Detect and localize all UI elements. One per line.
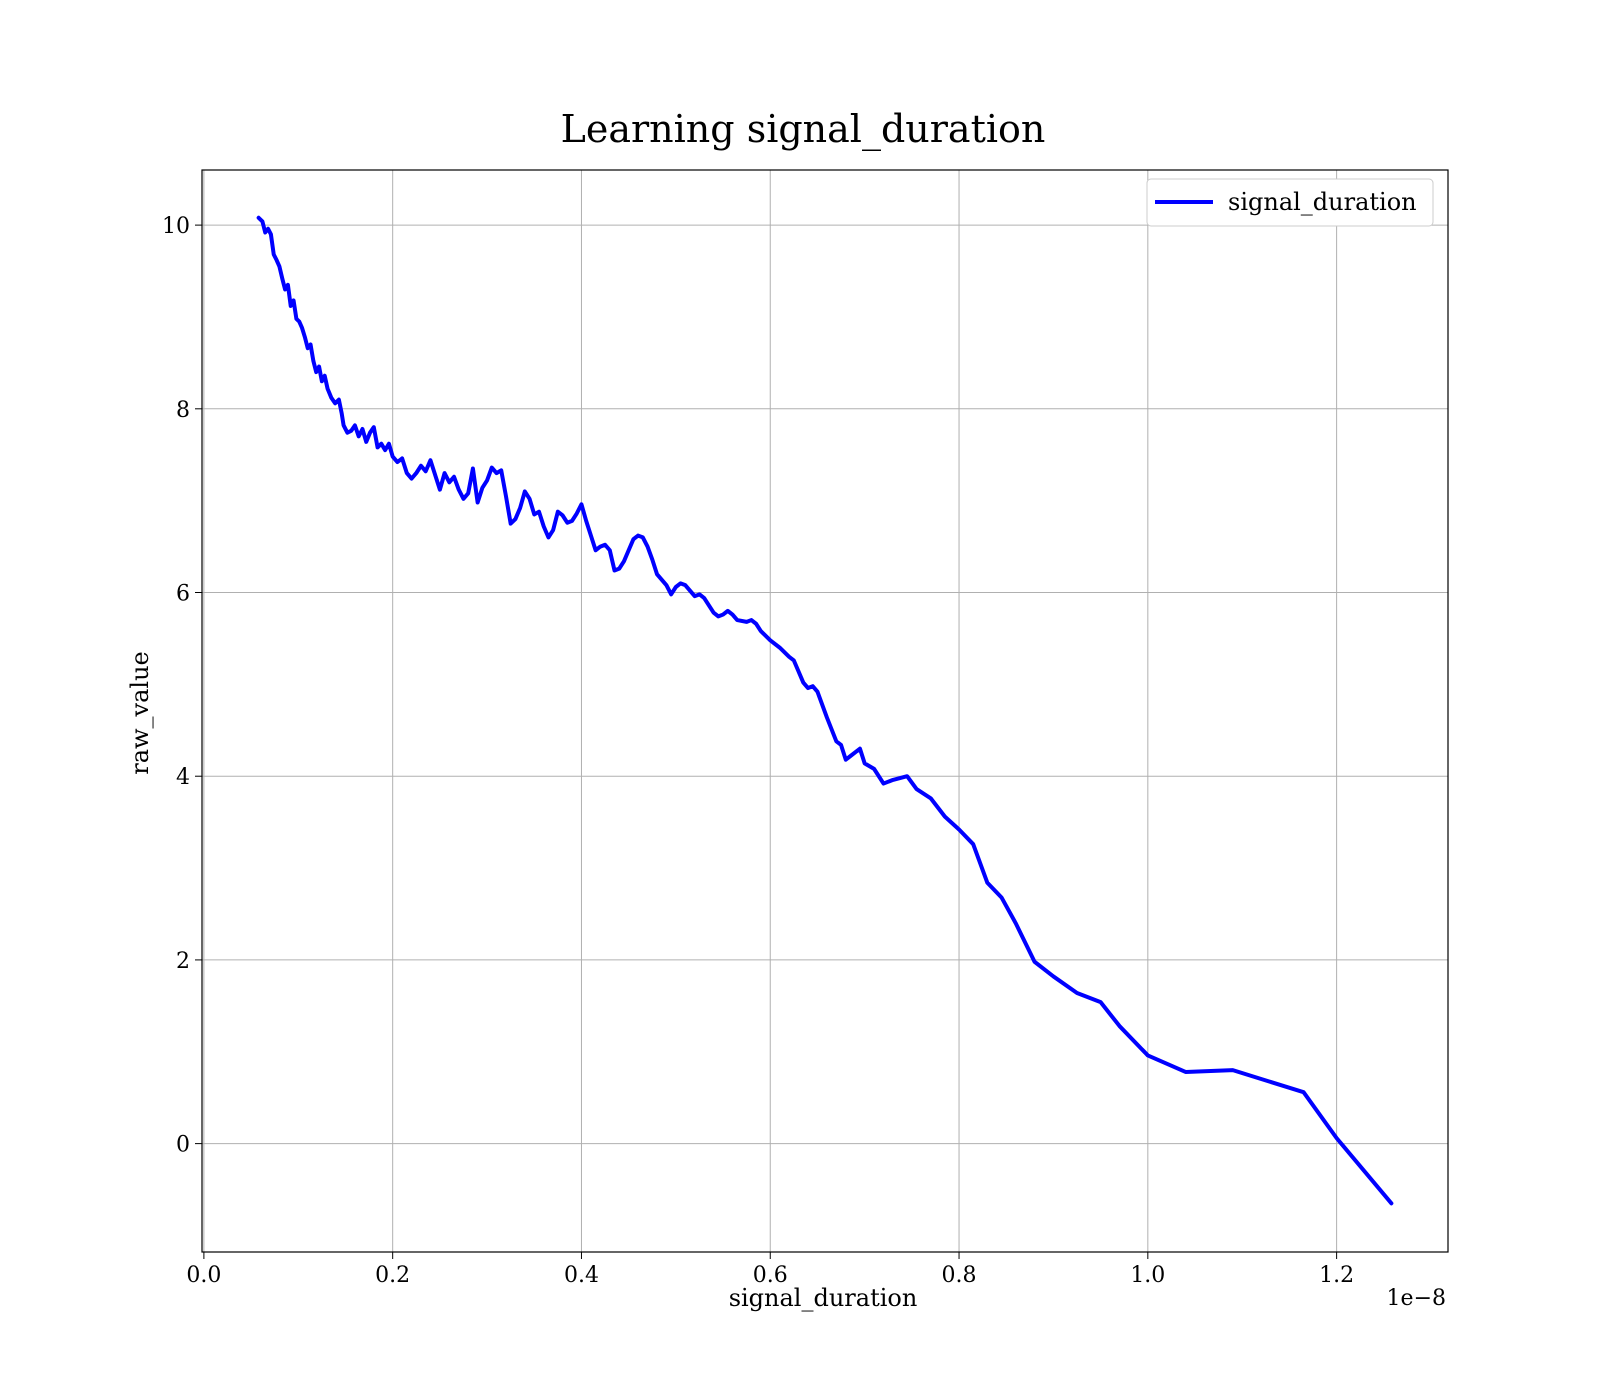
x-axis-offset-label: 1e−8 bbox=[1387, 1286, 1446, 1311]
x-tick-label: 1.2 bbox=[1319, 1263, 1354, 1288]
y-tick-label: 6 bbox=[176, 582, 190, 607]
axis-ticks: 0.0 0.2 0.4 0.6 0.8 1.0 1.2 0 2 4 6 8 10 bbox=[162, 214, 1354, 1288]
legend-label: signal_duration bbox=[1228, 188, 1417, 216]
plot-area-frame bbox=[201, 169, 1449, 1253]
x-axis-label: signal_duration bbox=[729, 1284, 918, 1312]
legend-box bbox=[1146, 178, 1434, 227]
y-tick-label: 2 bbox=[176, 949, 190, 974]
x-tick-label: 1.0 bbox=[1130, 1263, 1165, 1288]
series-line-signal-duration bbox=[256, 215, 1394, 1206]
x-tick-label: 0.0 bbox=[186, 1263, 221, 1288]
legend: signal_duration bbox=[1146, 178, 1434, 227]
y-tick-label: 8 bbox=[176, 398, 190, 423]
x-tick-label: 0.2 bbox=[375, 1263, 410, 1288]
x-tick-label: 0.4 bbox=[564, 1263, 599, 1288]
y-tick-label: 0 bbox=[176, 1133, 190, 1158]
chart-title: Learning signal_duration bbox=[561, 107, 1046, 152]
y-tick-label: 4 bbox=[176, 765, 190, 790]
y-tick-label: 10 bbox=[162, 214, 190, 239]
x-tick-label: 0.6 bbox=[753, 1263, 788, 1288]
x-tick-label: 0.8 bbox=[942, 1263, 977, 1288]
series-layer bbox=[256, 215, 1394, 1206]
y-axis-label: raw_value bbox=[126, 651, 154, 775]
